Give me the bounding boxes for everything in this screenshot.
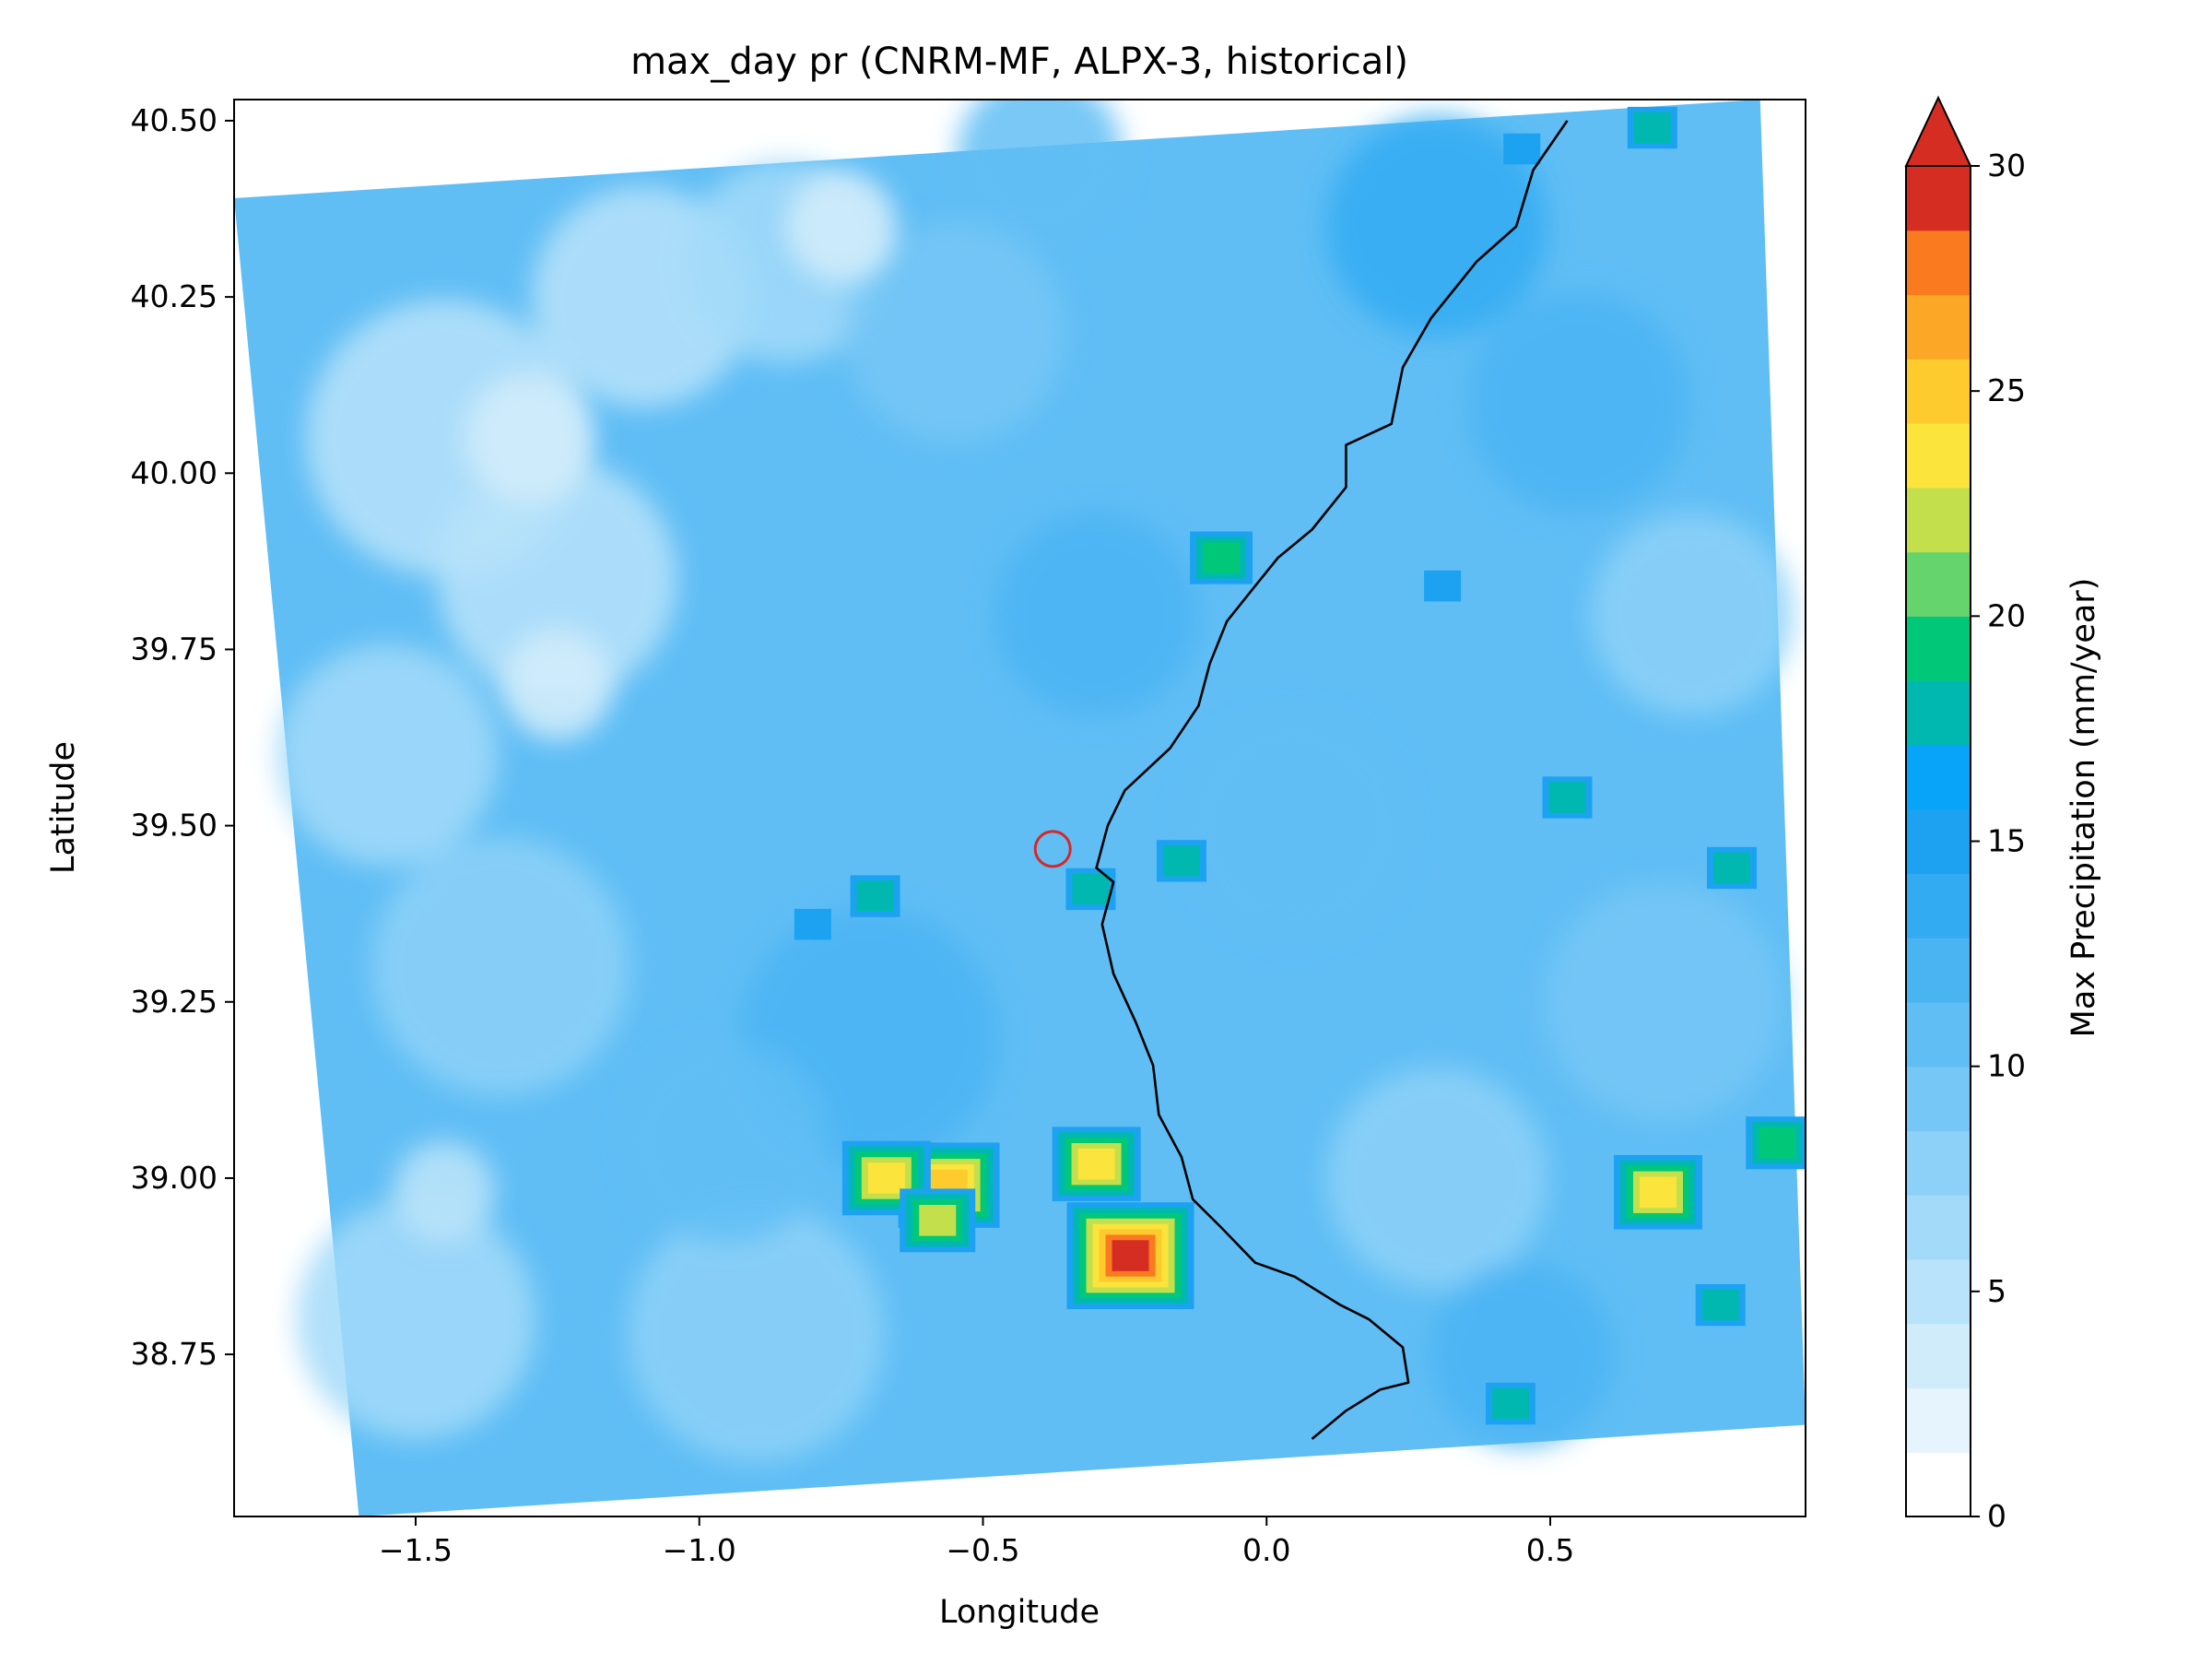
colorbar-segment (1906, 551, 1971, 617)
colorbar-segment (1906, 294, 1971, 360)
y-axis-label: Latitude (45, 741, 82, 874)
colorbar-segment (1906, 1001, 1971, 1068)
hotspot-14 (1695, 1283, 1746, 1327)
x-tick-label: 0.5 (1526, 1532, 1574, 1568)
y-tick-label: 39.25 (131, 984, 218, 1020)
colorbar-tick-label: 20 (1987, 597, 2026, 633)
colorbar: 0 5 10 15 20 25 30 (1904, 95, 2026, 1534)
colorbar-tick-label: 30 (1987, 148, 2026, 183)
precipitation-field (234, 100, 1806, 1516)
field-texture-light (393, 171, 897, 1244)
hotspot-7 (1746, 1116, 1806, 1170)
hotspot-10 (1706, 846, 1757, 890)
colorbar-segment (1906, 744, 1971, 810)
x-tick-label: 0.0 (1242, 1532, 1290, 1568)
colorbar-segment (1906, 487, 1971, 553)
hotspot-9 (1542, 776, 1593, 819)
colorbar-tick-label: 15 (1987, 823, 2026, 859)
hotspot-0 (1066, 1202, 1194, 1310)
x-tick-label: −1.5 (379, 1532, 453, 1568)
hotspot-6 (1627, 106, 1677, 149)
x-axis: −1.5 −1.0 −0.5 0.0 0.5 (379, 1516, 1574, 1568)
colorbar-segment (1906, 230, 1971, 296)
x-tick-label: −1.0 (663, 1532, 736, 1568)
hotspot-15 (1485, 1382, 1535, 1425)
colorbar-segment (1906, 616, 1971, 681)
colorbar-tick-label: 0 (1987, 1498, 2006, 1534)
y-tick-label: 38.75 (131, 1336, 218, 1372)
colorbar-segment (1906, 1130, 1971, 1196)
chart-title: max_day pr (CNRM-MF, ALPX-3, historical) (630, 41, 1408, 83)
y-tick-label: 39.75 (131, 631, 218, 667)
hotspot-3 (1052, 1127, 1141, 1201)
colorbar-segment (1906, 359, 1971, 424)
hotspot-5 (900, 1188, 976, 1253)
colorbar-tick-label: 25 (1987, 372, 2026, 408)
colorbar-segment (1906, 1387, 1971, 1453)
colorbar-extend-arrow (1904, 95, 1972, 167)
y-axis: 38.75 39.00 39.25 39.50 39.75 40.00 40.25 40.50 (131, 102, 234, 1372)
colorbar-tick-label: 10 (1987, 1048, 2026, 1084)
colorbar-segment (1906, 873, 1971, 938)
colorbar-label: Max Precipitation (mm/year) (2065, 578, 2102, 1038)
colorbar-segment (1906, 166, 1971, 231)
colorbar-tick-label: 5 (1987, 1273, 2006, 1309)
colorbar-segment (1906, 1258, 1971, 1325)
hotspot-4 (1613, 1154, 1702, 1230)
hotspot-17 (1503, 133, 1541, 165)
precipitation-hotspots (794, 106, 1806, 1425)
plot-frame (233, 99, 1806, 1517)
hotspot-13 (1156, 840, 1206, 882)
colorbar-segment (1906, 1066, 1971, 1132)
hotspot-11 (850, 875, 900, 917)
field-texture (276, 100, 1794, 1463)
coastline-line (1095, 120, 1569, 1440)
y-tick-label: 39.00 (131, 1160, 218, 1196)
colorbar-segment (1906, 938, 1971, 1003)
colorbar-segment (1906, 1323, 1971, 1389)
colorbar-segment (1906, 423, 1971, 489)
location-marker (1033, 830, 1072, 868)
colorbar-segment (1906, 680, 1971, 746)
colorbar-segment (1906, 808, 1971, 874)
hotspot-18 (1424, 570, 1462, 602)
x-axis-label: Longitude (939, 1594, 1100, 1631)
y-tick-label: 39.50 (131, 808, 218, 844)
x-tick-label: −0.5 (946, 1532, 1019, 1568)
y-tick-label: 40.00 (131, 454, 218, 490)
y-tick-label: 40.50 (131, 102, 218, 138)
plot-area (234, 100, 1806, 1516)
hotspot-8 (1190, 531, 1253, 584)
colorbar-segment (1906, 1452, 1971, 1517)
y-tick-label: 40.25 (131, 278, 218, 314)
colorbar-segment (1906, 1195, 1971, 1260)
hotspot-2 (841, 1140, 931, 1216)
hotspot-16 (794, 908, 831, 940)
